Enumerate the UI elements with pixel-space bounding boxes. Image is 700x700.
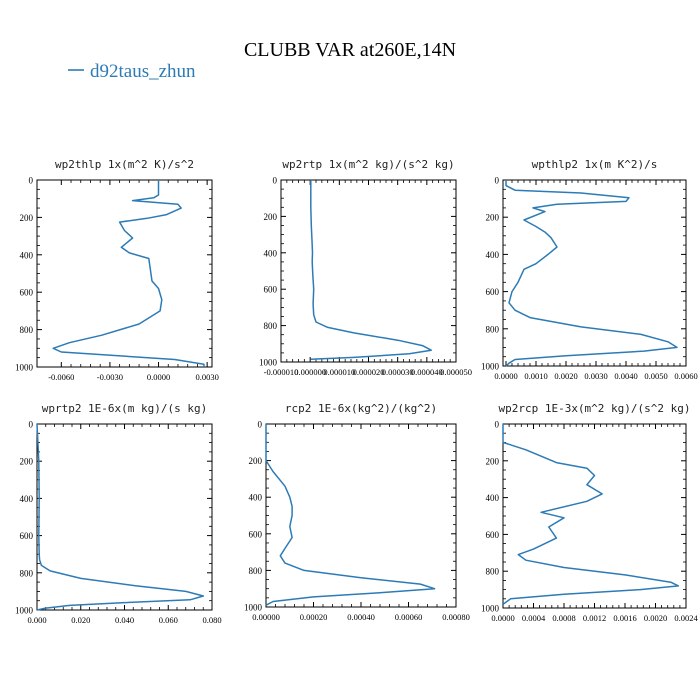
y-tick-label: 200 [486,456,500,466]
y-tick-label: 0 [258,420,263,430]
y-tick-label: 0 [495,176,500,186]
x-tick-label: 0.0010 [524,371,547,381]
x-tick-label: 0.0008 [552,613,575,623]
y-tick-label: 800 [20,325,34,335]
y-tick-label: 0 [29,420,34,430]
y-tick-label: 800 [249,566,263,576]
panel-title: wp2rtp 1x(m^2 kg)/(s^2 kg) [282,158,454,171]
y-tick-label: 1000 [15,363,34,373]
panel-title: rcp2 1E-6x(kg^2)/(kg^2) [285,402,437,415]
y-tick-label: 0 [273,176,278,186]
y-tick-label: 200 [264,212,278,222]
legend-label: d92taus_zhun [90,61,196,82]
panel-title: wp2thlp 1x(m^2 K)/s^2 [55,158,194,171]
x-tick-label: 0.0012 [583,613,606,623]
x-tick-label: 0.020 [71,615,90,625]
x-tick-label: 0.0000 [491,613,514,623]
panel-6: wp2rcp 1E-3x(m^2 kg)/(s^2 kg) 0 200 400 600 8… [481,402,698,623]
y-tick-label: 800 [486,324,500,334]
panel-title: wpthlp2 1x(m K^2)/s [532,158,658,171]
panel-title: wp2rcp 1E-3x(m^2 kg)/(s^2 kg) [498,402,690,415]
x-tick-label: -0.0030 [97,372,123,382]
y-tick-label: 0 [29,176,34,186]
x-tick-label: 0.000020 [353,367,385,377]
x-tick-label: 0.000010 [323,367,355,377]
x-tick-label: 0.0020 [554,371,577,381]
y-tick-label: 200 [20,213,34,223]
y-tick-label: 1000 [15,606,34,616]
x-tick-label: 0.000050 [440,367,472,377]
series-line [505,180,678,367]
x-tick-label: 0.000 [27,615,46,625]
x-tick-label: 0.00040 [347,612,375,622]
x-tick-label: 0.000030 [382,367,414,377]
panels-group: wp2thlp 1x(m^2 K)/s^202004006008001000-0… [15,158,698,625]
y-tick-label: 600 [264,285,278,295]
panel-1: wp2thlp 1x(m^2 K)/s^2 0 200 400 600 800 1000 -0… [15,158,219,382]
y-tick-label: 1000 [481,604,500,614]
x-tick-label: 0.00080 [442,612,470,622]
y-tick-label: 200 [486,213,500,223]
x-tick-label: 0.0020 [644,613,667,623]
x-tick-label: 0.0004 [522,613,546,623]
x-tick-label: 0.0000 [147,372,170,382]
x-tick-label: 0.080 [202,615,221,625]
x-tick-label: 0.000000 [294,367,326,377]
panel-4: wprtp2 1E-6x(m kg)/(s kg) 0 200 400 600 800 10… [15,402,222,625]
x-tick-label: 0.040 [115,615,134,625]
y-tick-label: 800 [486,567,500,577]
x-tick-label: 0.00020 [300,612,328,622]
panel-title: wprtp2 1E-6x(m kg)/(s kg) [42,402,208,415]
y-tick-label: 800 [264,321,278,331]
x-tick-label: 0.000040 [411,367,443,377]
y-tick-label: 600 [20,288,34,298]
y-tick-label: 1000 [259,358,278,368]
y-tick-label: 400 [249,493,263,503]
x-tick-label: 0.00060 [395,612,423,622]
series-line [310,180,432,361]
y-tick-label: 400 [486,250,500,260]
series-line [36,423,205,611]
y-tick-label: 600 [486,530,500,540]
y-tick-label: 200 [249,456,263,466]
y-tick-label: 0 [495,420,500,430]
series-line [265,424,436,606]
x-tick-label: 0.0016 [613,613,636,623]
x-tick-label: 0.0060 [674,371,697,381]
y-tick-label: 400 [486,493,500,503]
panel-2: wp2rtp 1x(m^2 kg)/(s^2 kg) 0 200 400 600 800 1… [259,158,472,377]
y-tick-label: 600 [20,531,34,541]
y-tick-label: 400 [20,494,34,504]
x-tick-label: -0.0060 [48,372,74,382]
x-tick-label: 0.0050 [644,371,667,381]
series-line [52,180,205,367]
x-tick-label: 0.060 [159,615,178,625]
y-tick-label: 600 [249,529,263,539]
panel-3: wpthlp2 1x(m K^2)/s020040060080010000.00… [481,158,698,381]
y-tick-label: 1000 [481,362,500,372]
y-tick-label: 800 [20,568,34,578]
y-tick-label: 200 [20,457,34,467]
y-tick-label: 400 [20,250,34,260]
y-tick-label: 600 [486,287,500,297]
x-tick-label: -0.000010 [264,367,299,377]
panel-5: rcp2 1E-6x(kg^2)/(kg^2) 0 200 400 600 800 1000… [244,402,470,622]
x-tick-label: 0.0040 [614,371,637,381]
y-tick-label: 1000 [244,603,263,613]
x-tick-label: 0.00000 [252,612,280,622]
y-tick-label: 400 [264,248,278,258]
x-tick-label: 0.0030 [195,372,218,382]
series-line [502,424,680,605]
x-tick-label: 0.0000 [494,371,517,381]
x-tick-label: 0.0030 [584,371,607,381]
x-tick-label: 0.0024 [674,613,698,623]
figure-title: CLUBB VAR at260E,14N [244,39,456,61]
